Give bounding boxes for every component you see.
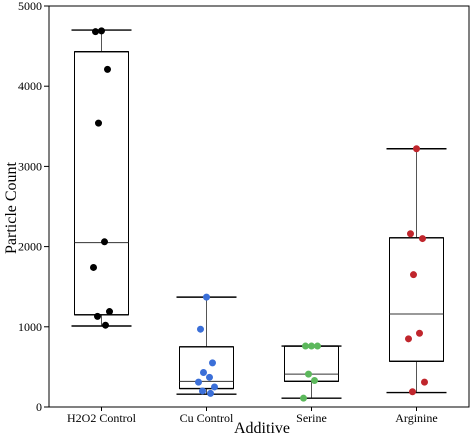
y-tick-label: 5000 [18,0,42,13]
y-tick-label: 4000 [18,79,42,93]
x-tick-label: Serine [296,411,327,425]
data-point [407,230,414,238]
box-iqr [179,346,234,390]
data-point [311,377,318,385]
data-point [90,263,97,271]
data-point [419,235,426,243]
box-group [386,148,447,394]
data-point [195,378,202,386]
box-iqr [284,345,339,382]
y-axis-title: Particle Count [3,161,20,254]
x-axis-title: Additive [234,420,290,437]
x-tick-label: Cu Control [180,411,234,425]
data-point [409,388,416,396]
plot-area [48,5,470,408]
data-point [92,28,99,36]
data-point [421,378,428,386]
data-point [207,389,214,397]
data-point [98,27,105,35]
data-point [94,312,101,320]
data-point [200,369,207,377]
data-point [405,335,412,343]
data-point [300,394,307,402]
data-point [302,342,309,350]
data-point [416,329,423,337]
data-point [308,342,315,350]
data-point [101,238,108,246]
data-point [102,321,109,329]
x-tick-label: Arginine [395,411,437,425]
data-point [104,65,111,73]
y-tick-label: 1000 [18,320,42,334]
data-point [106,308,113,316]
plot-frame [48,5,470,408]
y-tick-label: 2000 [18,240,42,254]
data-point [413,145,420,153]
box-iqr [389,237,444,362]
box-group [281,345,342,399]
data-point [211,383,218,391]
box-iqr [74,51,129,316]
data-point [206,373,213,381]
box-group [71,29,132,327]
data-point [203,293,210,301]
data-point [314,342,321,350]
y-tick-label: 3000 [18,159,42,173]
data-point [95,119,102,127]
data-point [197,325,204,333]
box-group [176,296,237,395]
boxes-layer [71,29,447,399]
points-layer [90,27,428,402]
data-point [209,359,216,367]
x-axis: H2O2 Control Cu Control Serine Arginine [67,407,438,425]
y-axis: 0 1000 2000 3000 4000 5000 [18,0,49,414]
data-point [305,370,312,378]
x-tick-label: H2O2 Control [67,411,137,425]
y-tick-label: 0 [36,400,42,414]
data-point [410,271,417,279]
data-point [199,387,206,395]
